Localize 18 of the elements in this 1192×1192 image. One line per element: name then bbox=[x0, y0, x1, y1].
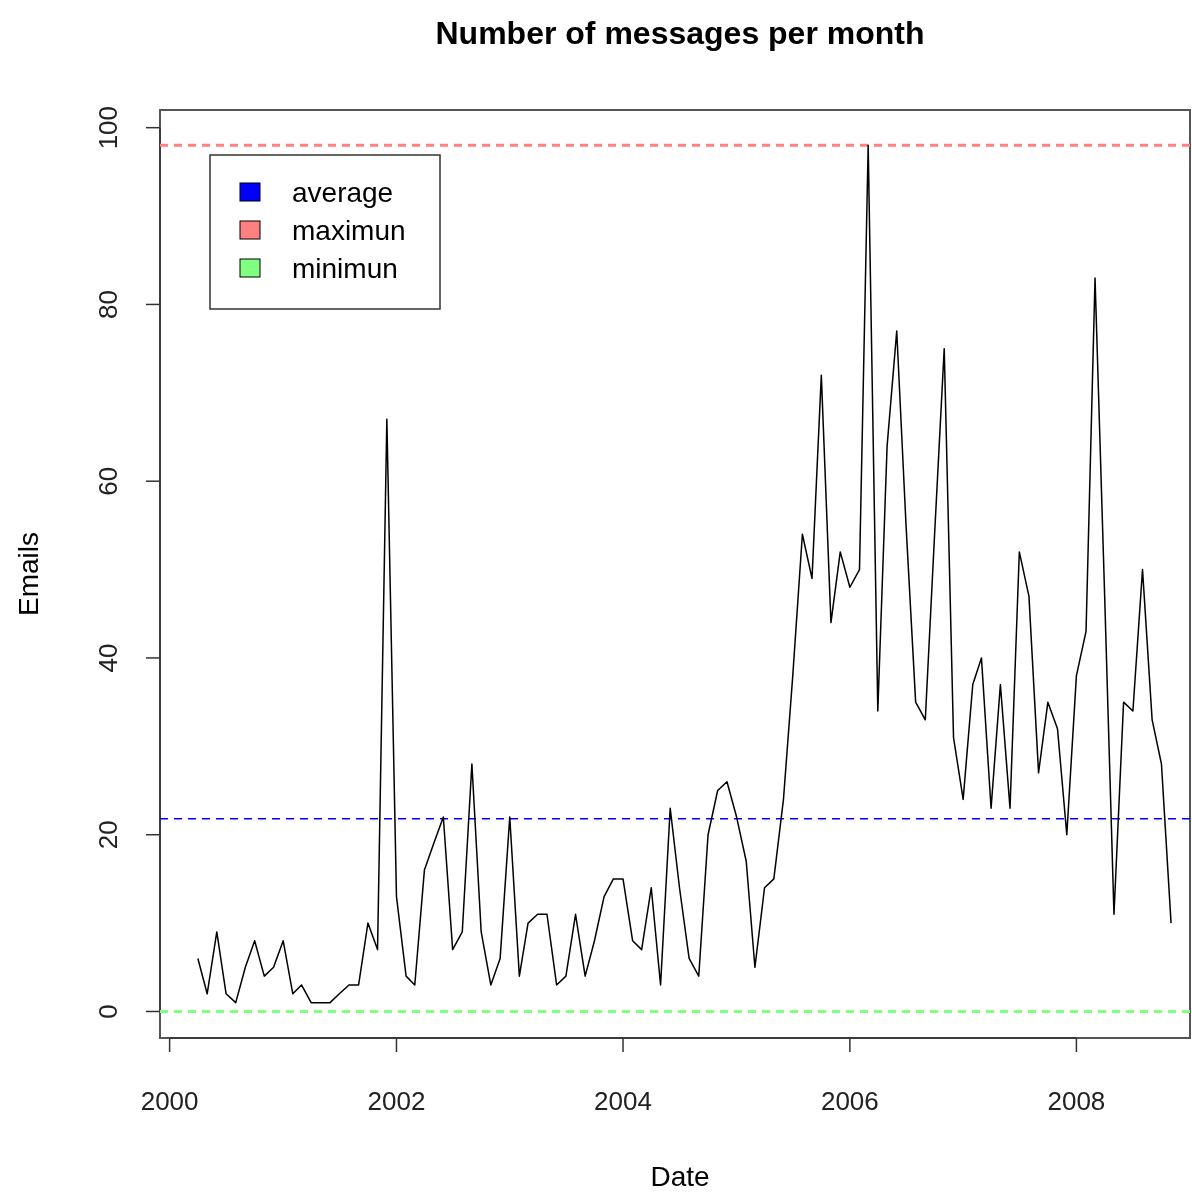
x-tick-label: 2000 bbox=[140, 1086, 199, 1116]
legend-label: average bbox=[292, 177, 394, 208]
x-tick-label: 2008 bbox=[1047, 1086, 1106, 1116]
chart-title: Number of messages per month bbox=[435, 15, 925, 51]
y-tick-label: 60 bbox=[93, 466, 123, 496]
x-axis-title: Date bbox=[650, 1161, 710, 1192]
y-tick-label: 80 bbox=[93, 289, 123, 319]
y-tick-label: 100 bbox=[93, 105, 123, 150]
x-tick-label: 2002 bbox=[367, 1086, 426, 1116]
legend-label: maximun bbox=[292, 215, 406, 246]
x-tick-label: 2006 bbox=[820, 1086, 879, 1116]
y-tick-label: 40 bbox=[93, 643, 123, 673]
y-axis-title: Emails bbox=[13, 531, 44, 617]
legend-label: minimun bbox=[292, 253, 398, 284]
y-tick-label: 20 bbox=[93, 820, 123, 850]
x-tick-label: 2004 bbox=[594, 1086, 652, 1116]
y-tick-label: 0 bbox=[93, 1004, 123, 1019]
line-series bbox=[197, 144, 1172, 1004]
